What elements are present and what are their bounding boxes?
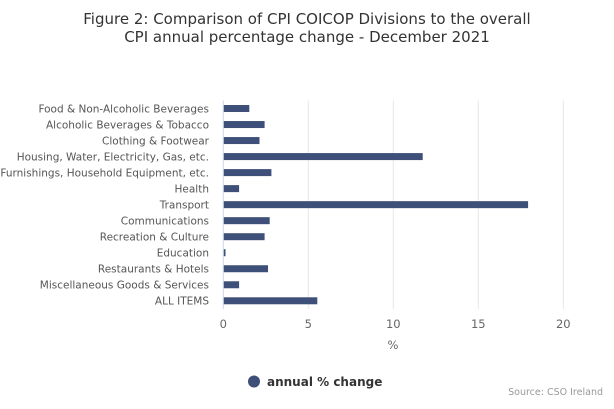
bar <box>223 249 226 257</box>
bars <box>223 105 529 305</box>
bar <box>223 233 265 241</box>
category-label: Health <box>175 183 209 195</box>
bar <box>223 153 423 161</box>
x-axis-title: % <box>388 338 399 352</box>
category-label: Restaurants & Hotels <box>98 264 209 276</box>
category-label: Furnishings, Household Equipment, etc. <box>0 167 209 179</box>
bar <box>223 217 270 225</box>
source-credit: Source: CSO Ireland <box>508 387 603 398</box>
category-label: ALL ITEMS <box>155 296 209 308</box>
category-label: Communications <box>121 215 209 227</box>
x-tick-label: 10 <box>386 317 401 331</box>
bar <box>223 137 260 145</box>
x-tick-label: 15 <box>471 317 486 331</box>
legend-label[interactable]: annual % change <box>267 375 382 389</box>
category-label: Food & Non-Alcoholic Beverages <box>38 103 209 115</box>
chart-title: Figure 2: Comparison of CPI COICOP Divis… <box>83 10 530 28</box>
bar <box>223 121 265 129</box>
category-label: Education <box>157 248 209 260</box>
x-tick-label: 5 <box>305 317 312 331</box>
category-label: Alcoholic Beverages & Tobacco <box>46 119 209 131</box>
bar <box>223 265 268 273</box>
legend[interactable]: annual % change <box>248 375 382 389</box>
bar <box>223 297 318 305</box>
bar <box>223 169 272 177</box>
x-tick-label: 20 <box>556 317 571 331</box>
bar <box>223 281 240 289</box>
category-label: Recreation & Culture <box>100 231 209 243</box>
bar <box>223 105 250 113</box>
category-label: Miscellaneous Goods & Services <box>40 280 209 292</box>
category-label: Transport <box>159 199 209 211</box>
category-label: Housing, Water, Electricity, Gas, etc. <box>17 151 209 163</box>
x-tick-label: 0 <box>220 317 227 331</box>
legend-swatch-icon[interactable] <box>248 375 260 388</box>
bar <box>223 185 240 193</box>
category-labels: Food & Non-Alcoholic Beverages Alcoholic … <box>0 103 209 307</box>
bar <box>223 201 529 209</box>
category-label: Clothing & Footwear <box>102 135 210 147</box>
chart-subtitle: CPI annual percentage change - December … <box>124 28 490 46</box>
x-axis-tick-labels: 0 5 10 15 20 <box>220 317 571 331</box>
